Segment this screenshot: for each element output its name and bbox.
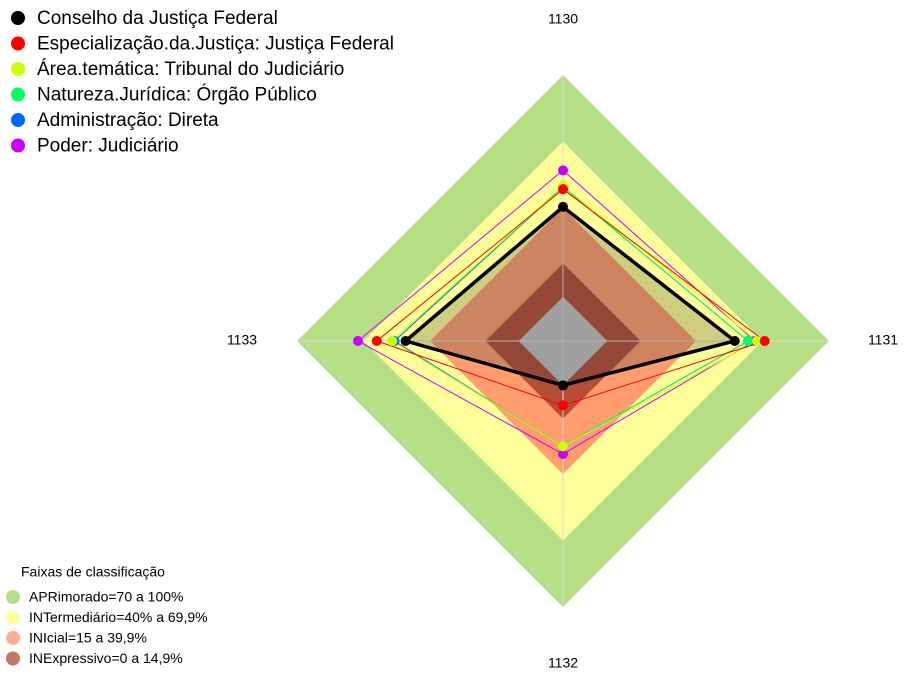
axis-label: 1132 (548, 655, 578, 671)
series-point (751, 336, 762, 346)
band-legend-marker (6, 590, 20, 604)
series-point (729, 336, 740, 346)
band-legend-label: INExpressivo=0 a 14,9% (29, 650, 183, 666)
series-point (558, 201, 568, 212)
series-point (371, 336, 382, 346)
legend-marker (11, 62, 25, 76)
legend-marker (11, 36, 25, 51)
legend-label: Poder: Judiciário (37, 136, 179, 157)
legend-label: Administração: Direta (37, 110, 219, 131)
series-point (558, 441, 568, 452)
series-point (558, 449, 568, 460)
band-legend-marker (6, 631, 20, 645)
legend-label: Conselho da Justiça Federal (37, 8, 278, 29)
axis-label: 1131 (868, 332, 898, 348)
series-point (400, 336, 411, 346)
band-legend-label: INTermediário=40% a 69,9% (29, 609, 208, 625)
band-legend-label: APRimorado=70 a 100% (29, 589, 184, 605)
band-legend-title: Faixas de classificação (21, 564, 165, 580)
series-point (387, 336, 398, 346)
legend-label: Natureza.Jurídica: Órgão Público (37, 84, 317, 106)
series-point (759, 336, 770, 346)
legend-marker (11, 87, 25, 102)
legend-marker (11, 113, 25, 127)
series-point (352, 336, 363, 346)
band-legend-label: INIcial=15 a 39,9% (29, 630, 147, 646)
series-point (558, 165, 568, 176)
series-point (558, 400, 568, 411)
axis-label: 1133 (227, 332, 257, 348)
series-point (743, 336, 754, 346)
series-point (558, 380, 568, 391)
band-legend-marker (6, 610, 20, 625)
legend-label: Área.temática: Tribunal do Judiciário (37, 59, 344, 80)
band-legend-marker (6, 651, 20, 666)
legend-marker (11, 138, 25, 153)
legend-marker (11, 11, 25, 25)
legend-label: Especialização.da.Justiça: Justiça Feder… (37, 34, 394, 55)
series-point (558, 184, 568, 195)
axis-label: 1130 (548, 11, 578, 27)
